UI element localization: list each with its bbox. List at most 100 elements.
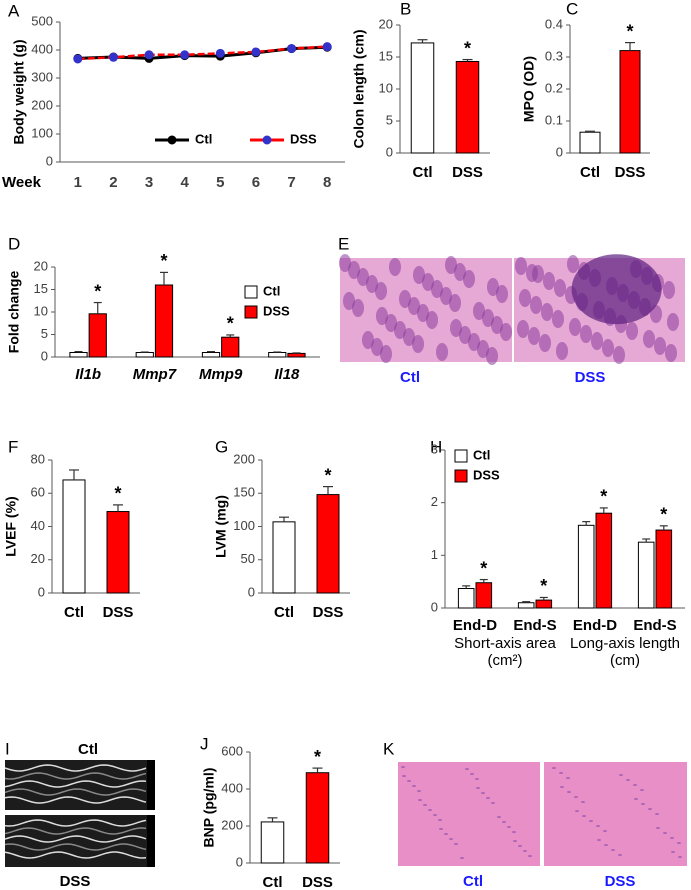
legend-label: DSS xyxy=(473,467,500,482)
panel-label: B xyxy=(400,0,411,18)
tissue-cell xyxy=(459,326,471,344)
tissue-cell xyxy=(552,310,564,328)
data-point xyxy=(251,47,261,57)
data-point xyxy=(322,42,332,52)
panel-label: F xyxy=(8,437,18,456)
tissue-cell xyxy=(559,772,563,774)
legend-label: Ctl xyxy=(473,447,490,462)
x-tick-label: 1 xyxy=(74,174,82,191)
echo-trace xyxy=(4,788,147,796)
tissue-cell xyxy=(566,777,570,779)
y-tick-label: 0.1 xyxy=(545,112,563,127)
tissue-cell xyxy=(402,775,406,777)
y-tick-label: 15 xyxy=(34,281,48,296)
tissue-cell xyxy=(626,779,630,781)
tissue-cell xyxy=(481,792,485,794)
data-point xyxy=(180,50,190,60)
bar xyxy=(272,521,296,594)
tissue-cell xyxy=(512,831,516,833)
bar xyxy=(637,541,655,609)
data-point xyxy=(108,52,118,62)
legend-swatch xyxy=(454,449,468,463)
x-tick-label: End-S xyxy=(633,617,676,634)
y-tick-label: 0.3 xyxy=(545,48,563,63)
tissue-cell xyxy=(497,816,501,818)
tissue-cell xyxy=(465,768,469,770)
bar xyxy=(619,50,641,154)
panel-label: D xyxy=(8,234,20,253)
echo-trace xyxy=(4,780,147,788)
tissue-cell xyxy=(450,319,462,337)
tissue-cell xyxy=(613,346,625,364)
tissue-cell xyxy=(491,316,503,334)
tissue-cell xyxy=(569,318,581,336)
tissue-cell xyxy=(473,302,485,320)
tissue-cell xyxy=(663,832,667,834)
y-tick-label: 0 xyxy=(46,153,53,168)
error-bar xyxy=(539,596,548,601)
x-tick-label: Mmp7 xyxy=(133,366,177,383)
y-tick-label: 0.4 xyxy=(545,16,563,31)
tissue-cell xyxy=(339,254,351,272)
tissue-cell xyxy=(574,796,578,798)
tissue-cell xyxy=(528,855,532,857)
bar xyxy=(535,599,553,609)
legend-swatch xyxy=(244,305,258,319)
y-tick-label: 0 xyxy=(556,144,563,159)
x-tick-label: End-S xyxy=(513,617,556,634)
tissue-cell xyxy=(423,804,427,806)
tissue-cell xyxy=(394,321,406,339)
y-tick-label: 50 xyxy=(241,551,255,566)
tissue-cell xyxy=(619,774,623,776)
tissue-cell xyxy=(486,797,490,799)
error-bar xyxy=(417,39,428,43)
tissue-cell xyxy=(449,838,453,840)
bar xyxy=(260,821,285,864)
bar xyxy=(517,602,535,609)
bar xyxy=(305,772,330,864)
significance-mark: * xyxy=(94,281,101,301)
significance-mark: * xyxy=(227,314,234,334)
y-tick-label: 400 xyxy=(31,41,53,56)
tissue-cell xyxy=(597,839,601,841)
y-tick-label: 100 xyxy=(31,125,53,140)
tissue-cell xyxy=(543,272,555,290)
x-tick-label: 7 xyxy=(287,174,295,191)
echo-trace xyxy=(4,843,147,851)
echo-scale xyxy=(147,815,155,867)
y-tick-label: 0.2 xyxy=(545,80,563,95)
error-bar xyxy=(93,301,102,314)
x-tick-label: Ctl xyxy=(413,164,433,181)
tissue-cell xyxy=(428,809,432,811)
bar xyxy=(69,352,88,358)
image-caption: DSS xyxy=(60,873,91,890)
tissue-cell xyxy=(567,255,579,273)
tissue-cell xyxy=(515,257,527,275)
y-tick-label: 15 xyxy=(379,48,393,63)
significance-mark: * xyxy=(464,38,471,58)
tissue-cell xyxy=(431,280,443,298)
x-tick-label: DSS xyxy=(313,604,344,621)
y-tick-label: 0 xyxy=(431,599,438,614)
y-tick-label: 1 xyxy=(431,547,438,562)
y-tick-label: 5 xyxy=(386,112,393,127)
y-axis-label: LVM (mg) xyxy=(213,495,229,558)
tissue-cell xyxy=(556,342,568,360)
y-tick-label: 10 xyxy=(34,303,48,318)
y-tick-label: 20 xyxy=(379,16,393,31)
tissue-cell xyxy=(654,337,666,355)
tissue-cell xyxy=(496,285,508,303)
tissue-cell xyxy=(655,813,659,815)
panel-label: K xyxy=(383,739,395,758)
tissue-cell xyxy=(357,268,369,286)
tissue-cell xyxy=(580,325,592,343)
echo-scale xyxy=(147,760,155,810)
y-axis-label: Body weight (g) xyxy=(11,40,27,145)
tissue-cell xyxy=(589,820,593,822)
tissue-cell xyxy=(401,766,405,768)
tissue-cell xyxy=(460,857,464,859)
echo-trace xyxy=(4,827,147,835)
tissue-cell xyxy=(523,850,527,852)
legend-marker xyxy=(262,135,272,145)
